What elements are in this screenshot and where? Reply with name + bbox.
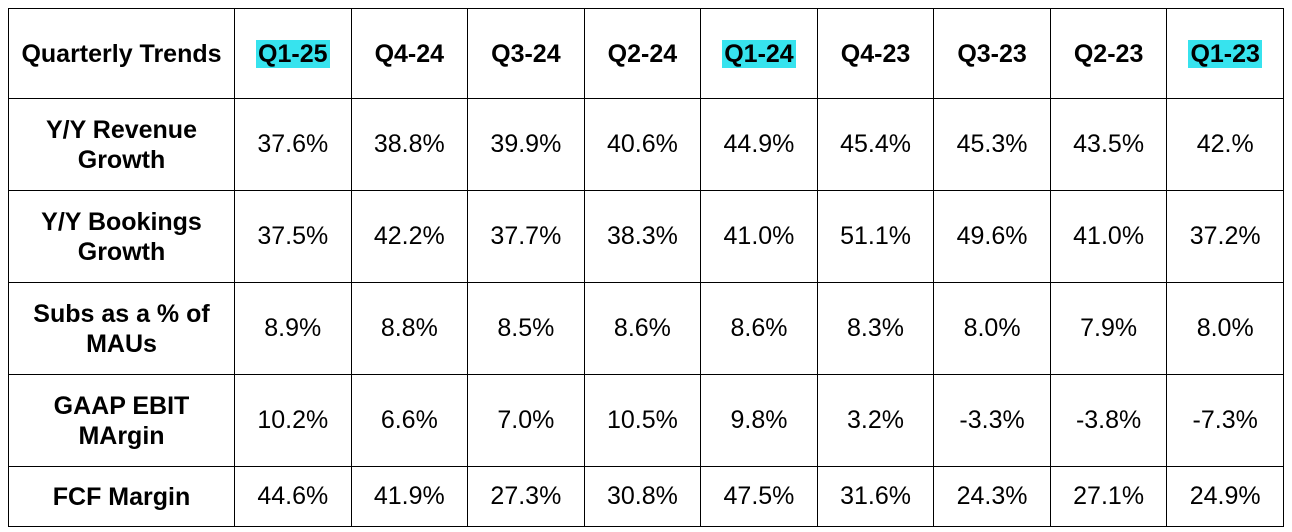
column-header: Q4-24	[350, 8, 469, 99]
table-cell: 40.6%	[583, 98, 702, 191]
table-cell: 37.6%	[234, 98, 352, 191]
table-cell: 51.1%	[816, 190, 935, 283]
corner-label: Quarterly Trends	[8, 8, 235, 99]
table-row: FCF Margin 44.6% 41.9% 27.3% 30.8% 47.5%…	[8, 466, 1284, 527]
column-header-label: Q2-24	[607, 39, 678, 68]
table-cell: 10.2%	[234, 374, 352, 467]
row-label: GAAP EBIT MArgin	[8, 374, 235, 467]
table-cell: 42.2%	[350, 190, 469, 283]
column-header: Q2-24	[583, 8, 702, 99]
table-cell: 24.9%	[1166, 466, 1284, 527]
column-header: Q1-25	[234, 8, 352, 99]
table-cell: 44.6%	[234, 466, 352, 527]
table-cell: 8.5%	[467, 282, 585, 375]
column-header-label: Q4-24	[374, 39, 445, 68]
column-header-label: Q1-25	[256, 39, 330, 68]
table-cell: 7.9%	[1049, 282, 1168, 375]
row-label: FCF Margin	[8, 466, 235, 527]
table-cell: 27.3%	[467, 466, 585, 527]
row-label: Y/Y Bookings Growth	[8, 190, 235, 283]
column-header-label: Q4-23	[840, 39, 911, 68]
table-cell: 8.6%	[583, 282, 702, 375]
table-cell: 42.%	[1166, 98, 1284, 191]
table-cell: -3.3%	[933, 374, 1051, 467]
row-label: Y/Y Revenue Growth	[8, 98, 235, 191]
table-row: GAAP EBIT MArgin 10.2% 6.6% 7.0% 10.5% 9…	[8, 374, 1284, 467]
table-cell: 10.5%	[583, 374, 702, 467]
table-cell: 30.8%	[583, 466, 702, 527]
table-cell: 7.0%	[467, 374, 585, 467]
table-cell: 45.3%	[933, 98, 1051, 191]
table-row: Subs as a % of MAUs 8.9% 8.8% 8.5% 8.6% …	[8, 282, 1284, 375]
row-label: Subs as a % of MAUs	[8, 282, 235, 375]
table-cell: 41.9%	[350, 466, 469, 527]
table-row: Y/Y Bookings Growth 37.5% 42.2% 37.7% 38…	[8, 190, 1284, 283]
table-cell: 31.6%	[816, 466, 935, 527]
header-row: Quarterly Trends Q1-25 Q4-24 Q3-24 Q2-24…	[8, 8, 1284, 99]
table-cell: -7.3%	[1166, 374, 1284, 467]
column-header: Q2-23	[1049, 8, 1168, 99]
column-header: Q1-23	[1166, 8, 1284, 99]
table-row: Y/Y Revenue Growth 37.6% 38.8% 39.9% 40.…	[8, 98, 1284, 191]
quarterly-trends-table: Quarterly Trends Q1-25 Q4-24 Q3-24 Q2-24…	[8, 8, 1284, 527]
column-header: Q3-24	[467, 8, 585, 99]
table-cell: 8.0%	[933, 282, 1051, 375]
table-cell: 37.7%	[467, 190, 585, 283]
column-header: Q1-24	[700, 8, 818, 99]
table-cell: 8.8%	[350, 282, 469, 375]
table-cell: 8.6%	[700, 282, 818, 375]
table-cell: 8.3%	[816, 282, 935, 375]
table-cell: 9.8%	[700, 374, 818, 467]
table-cell: 8.0%	[1166, 282, 1284, 375]
table-cell: 37.2%	[1166, 190, 1284, 283]
table-cell: 27.1%	[1049, 466, 1168, 527]
column-header: Q3-23	[933, 8, 1051, 99]
table-cell: 8.9%	[234, 282, 352, 375]
table-cell: 6.6%	[350, 374, 469, 467]
table-cell: 24.3%	[933, 466, 1051, 527]
table-cell: 3.2%	[816, 374, 935, 467]
column-header-label: Q3-23	[957, 39, 1027, 68]
table-cell: 38.3%	[583, 190, 702, 283]
column-header-label: Q1-24	[722, 39, 796, 68]
column-header-label: Q3-24	[491, 39, 561, 68]
table-cell: 41.0%	[700, 190, 818, 283]
table-cell: 45.4%	[816, 98, 935, 191]
table-cell: 44.9%	[700, 98, 818, 191]
table-cell: 47.5%	[700, 466, 818, 527]
table-cell: 37.5%	[234, 190, 352, 283]
column-header: Q4-23	[816, 8, 935, 99]
table-cell: 38.8%	[350, 98, 469, 191]
column-header-label: Q2-23	[1073, 39, 1144, 68]
table-cell: 49.6%	[933, 190, 1051, 283]
table-cell: 43.5%	[1049, 98, 1168, 191]
table-cell: -3.8%	[1049, 374, 1168, 467]
column-header-label: Q1-23	[1188, 39, 1262, 68]
table-cell: 41.0%	[1049, 190, 1168, 283]
table-cell: 39.9%	[467, 98, 585, 191]
